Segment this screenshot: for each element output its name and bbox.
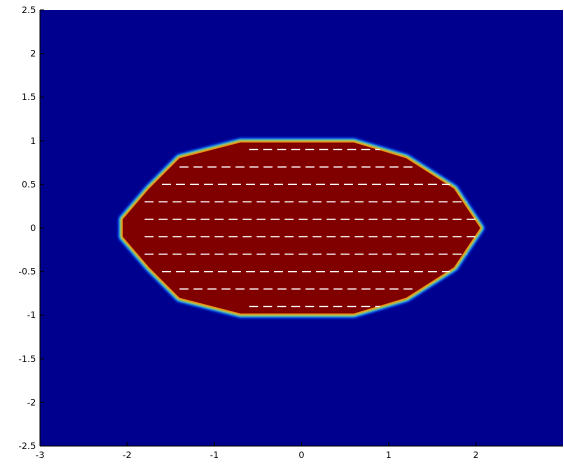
region-fill bbox=[122, 142, 481, 314]
y-tick-label: 0.5 bbox=[22, 180, 36, 190]
x-tick-label: -2 bbox=[123, 451, 132, 461]
y-tick-label: 1 bbox=[30, 137, 36, 147]
y-tick-label: 2.5 bbox=[22, 6, 36, 16]
x-tick-label: 1 bbox=[386, 451, 392, 461]
y-tick-label: 0 bbox=[30, 224, 36, 234]
x-tick-label: -3 bbox=[36, 451, 45, 461]
y-tick-label: -0.5 bbox=[18, 268, 36, 278]
y-tick-label: 1.5 bbox=[22, 93, 36, 103]
plot-area bbox=[40, 10, 563, 446]
y-tick-label: -1 bbox=[27, 311, 36, 321]
y-tick-label: 2 bbox=[30, 50, 36, 60]
x-tick-label: 0 bbox=[299, 451, 305, 461]
y-tick-label: -2.5 bbox=[18, 442, 36, 452]
y-tick-label: -2 bbox=[27, 398, 36, 408]
y-axis: 2.5 2 1.5 1 0.5 0 -0.5 -1 -1.5 -2 -2.5 bbox=[18, 6, 44, 452]
x-tick-label: -1 bbox=[210, 451, 219, 461]
region-group bbox=[118, 138, 485, 318]
x-axis: -3 -2 -1 0 1 2 bbox=[36, 442, 563, 461]
y-tick-label: -1.5 bbox=[18, 355, 36, 365]
x-tick-label: 2 bbox=[473, 451, 479, 461]
